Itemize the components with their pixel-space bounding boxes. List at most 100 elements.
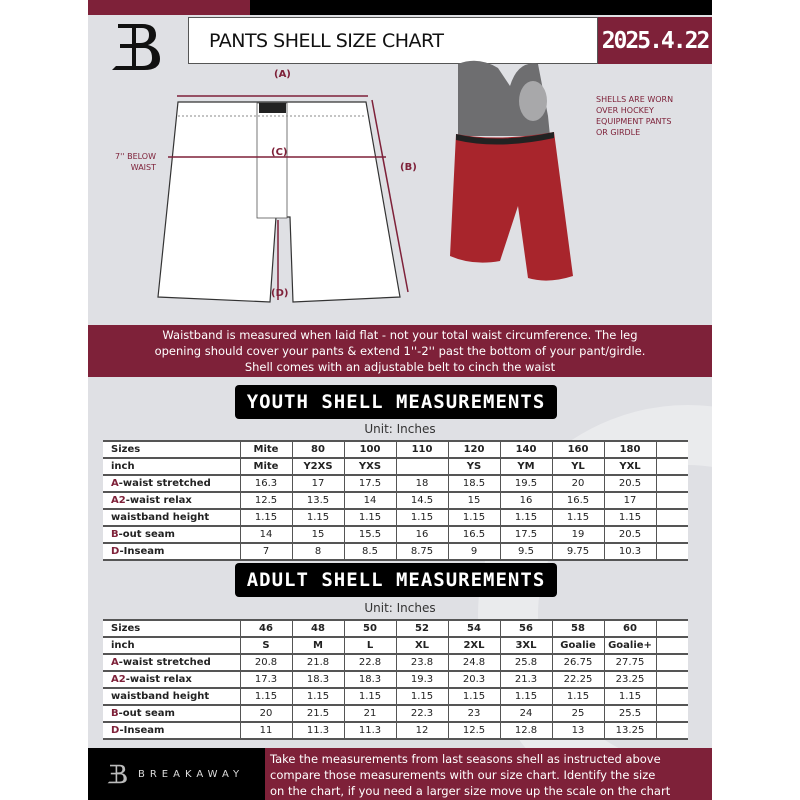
footer-brand: BREAKAWAY	[88, 748, 265, 800]
label-a: (A)	[274, 69, 291, 80]
table-cell: 20	[551, 475, 604, 493]
row-label: D-Inseam	[103, 722, 240, 740]
table-cell: M	[291, 637, 344, 655]
measure-code: A	[111, 657, 119, 668]
row-label-text: -waist relax	[125, 495, 192, 506]
measure-code: A	[111, 478, 119, 489]
row-label: A-waist stretched	[103, 654, 240, 672]
table-cell: 9.5	[499, 543, 552, 561]
table-cell: 16.3	[239, 475, 292, 493]
row-label: inch	[103, 637, 240, 655]
measure-code: D	[111, 546, 120, 557]
row-label: A-waist stretched	[103, 475, 240, 493]
table-cell: 80	[291, 440, 344, 459]
measure-code: B	[111, 529, 119, 540]
table-cell: 20.5	[603, 526, 656, 544]
youth-section-title: YOUTH SHELL MEASUREMENTS	[235, 385, 557, 419]
table-spacer-cell	[655, 543, 688, 561]
measure-code: A2	[111, 495, 126, 506]
table-cell: 1.15	[291, 509, 344, 527]
table-row: B-out seam 14 15 15.5 16 16.5 17.5 19 20.5	[103, 526, 688, 544]
note-line: EQUIPMENT PANTS	[596, 117, 672, 126]
table-cell: Mite	[239, 458, 292, 476]
row-label-text: Sizes	[111, 623, 141, 634]
table-spacer-cell	[655, 688, 688, 706]
table-cell: 8.5	[343, 543, 396, 561]
table-cell: 1.15	[499, 688, 552, 706]
row-label: B-out seam	[103, 526, 240, 544]
table-cell: 1.15	[499, 509, 552, 527]
table-cell: 16	[395, 526, 448, 544]
table-cell: 25	[551, 705, 604, 723]
table-cell: 1.15	[239, 688, 292, 706]
table-cell: 9.75	[551, 543, 604, 561]
label-c: (C)	[271, 147, 288, 158]
table-cell: Goalie+	[603, 637, 656, 655]
table-cell: 18.3	[343, 671, 396, 689]
table-row: B-out seam 20 21.5 21 22.3 23 24 25 25.5	[103, 705, 688, 723]
table-cell: 11.3	[291, 722, 344, 740]
table-spacer-cell	[655, 654, 688, 672]
note-line: OVER HOCKEY	[596, 106, 654, 115]
table-cell: 160	[551, 440, 604, 459]
table-cell: 1.15	[551, 688, 604, 706]
breakaway-logo-icon	[112, 24, 160, 70]
top-bar-accent	[88, 0, 250, 15]
table-row: Sizes 46 48 50 52 54 56 58 60	[103, 619, 688, 638]
table-cell: 8	[291, 543, 344, 561]
table-cell: 120	[447, 440, 500, 459]
table-cell: 14.5	[395, 492, 448, 510]
row-label-text: -Inseam	[119, 725, 165, 736]
table-cell: 1.15	[395, 688, 448, 706]
table-cell: YS	[447, 458, 500, 476]
table-cell: 1.15	[447, 688, 500, 706]
info-band: Waistband is measured when laid flat - n…	[88, 325, 712, 377]
table-cell: 1.15	[603, 688, 656, 706]
table-cell: YL	[551, 458, 604, 476]
table-cell: 19	[551, 526, 604, 544]
table-spacer-cell	[655, 722, 688, 740]
table-cell: 1.15	[395, 509, 448, 527]
table-cell: 22.25	[551, 671, 604, 689]
table-spacer-cell	[655, 492, 688, 510]
row-label: waistband height	[103, 509, 240, 527]
table-cell: 16.5	[551, 492, 604, 510]
measure-code: D	[111, 725, 120, 736]
table-cell: 17	[291, 475, 344, 493]
table-row: waistband height 1.15 1.15 1.15 1.15 1.15 1.15…	[103, 509, 688, 527]
table-cell: 12.5	[239, 492, 292, 510]
table-spacer-cell	[655, 458, 688, 476]
note-line: 7'' BELOW	[115, 152, 156, 161]
row-label-text: waistband height	[111, 512, 210, 523]
row-label-text: -out seam	[118, 708, 175, 719]
label-b: (B)	[400, 162, 417, 173]
table-cell: Mite	[239, 440, 292, 459]
table-cell: YXS	[343, 458, 396, 476]
shell-worn-note: SHELLS ARE WORN OVER HOCKEY EQUIPMENT PA…	[596, 94, 673, 138]
table-cell: 24	[499, 705, 552, 723]
table-cell: XL	[395, 637, 448, 655]
table-cell: 12.8	[499, 722, 552, 740]
table-cell: 54	[447, 619, 500, 638]
measure-code: B	[111, 708, 119, 719]
shell-photo	[450, 60, 573, 281]
row-label: Sizes	[103, 619, 240, 638]
row-label: B-out seam	[103, 705, 240, 723]
label-d: (D)	[271, 288, 289, 299]
table-spacer-cell	[655, 705, 688, 723]
table-cell: 17.5	[499, 526, 552, 544]
table-row: inch Mite Y2XS YXS YS YM YL YXL	[103, 458, 688, 476]
table-cell: 60	[603, 619, 656, 638]
table-row: inch S M L XL 2XL 3XL Goalie Goalie+	[103, 637, 688, 655]
row-label-text: Sizes	[111, 444, 141, 455]
table-cell: 26.75	[551, 654, 604, 672]
table-cell: 13	[551, 722, 604, 740]
table-cell: 3XL	[499, 637, 552, 655]
table-row: waistband height 1.15 1.15 1.15 1.15 1.15 1.15…	[103, 688, 688, 706]
table-cell: 14	[239, 526, 292, 544]
row-label-text: -Inseam	[119, 546, 165, 557]
table-spacer-cell	[655, 509, 688, 527]
table-cell: 16.5	[447, 526, 500, 544]
table-spacer-cell	[655, 637, 688, 655]
table-cell: Goalie	[551, 637, 604, 655]
